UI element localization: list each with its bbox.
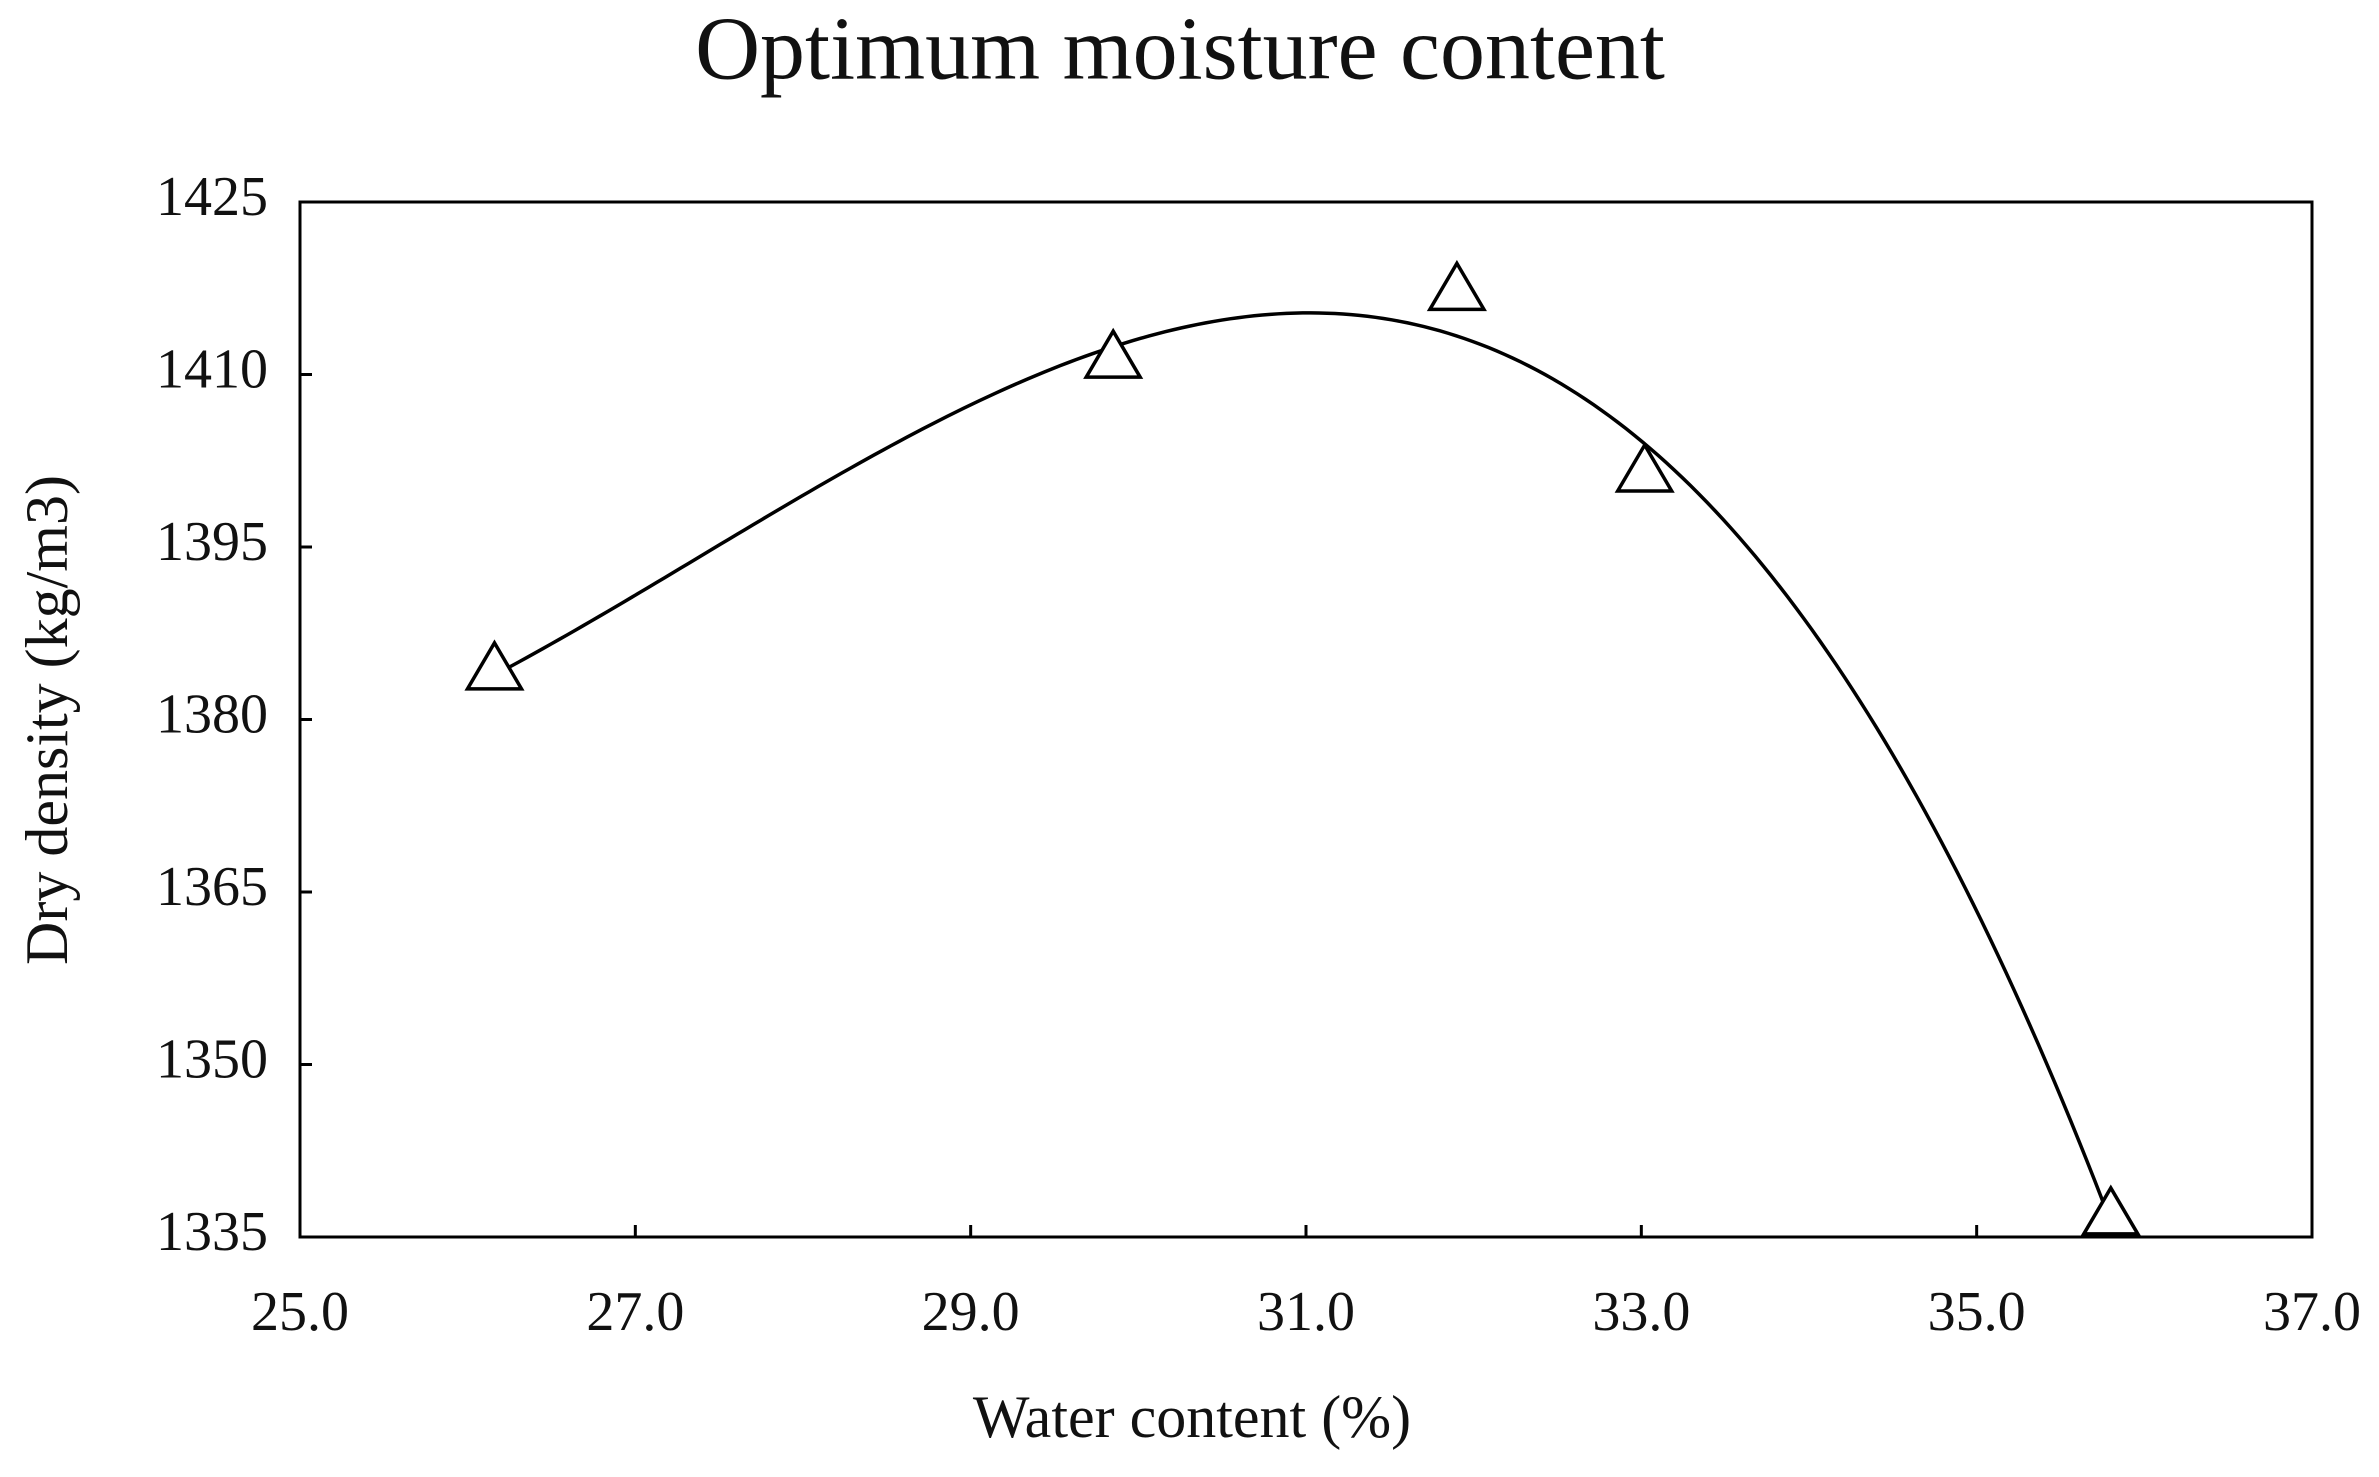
- y-tick-label: 1335: [156, 1201, 268, 1263]
- x-tick-label: 31.0: [1257, 1281, 1355, 1343]
- data-point: [1426, 259, 1487, 312]
- x-tick-label: 27.0: [586, 1281, 684, 1343]
- y-tick-label: 1350: [156, 1028, 268, 1090]
- x-tick-label: 35.0: [1928, 1281, 2026, 1343]
- data-point: [464, 639, 525, 691]
- y-tick-label: 1380: [156, 683, 268, 745]
- chart-title: Optimum moisture content: [695, 0, 1665, 99]
- data-point: [2080, 1184, 2141, 1236]
- x-tick-label: 25.0: [251, 1281, 349, 1343]
- y-tick-label: 1395: [156, 511, 268, 573]
- trendline: [493, 311, 2113, 1223]
- x-tick-label: 33.0: [1592, 1281, 1690, 1343]
- x-axis-title: Water content (%): [973, 1384, 1411, 1450]
- y-tick-label: 1410: [156, 338, 268, 400]
- data-point: [1083, 327, 1144, 379]
- x-tick-label: 29.0: [922, 1281, 1020, 1343]
- x-tick-label: 37.0: [2263, 1281, 2361, 1343]
- y-axis-title: Dry density (kg/m3): [14, 475, 80, 965]
- plot-frame: [298, 200, 2314, 1239]
- data-point: [1614, 441, 1675, 493]
- y-tick-label: 1425: [156, 166, 268, 228]
- y-tick-label: 1365: [156, 856, 268, 918]
